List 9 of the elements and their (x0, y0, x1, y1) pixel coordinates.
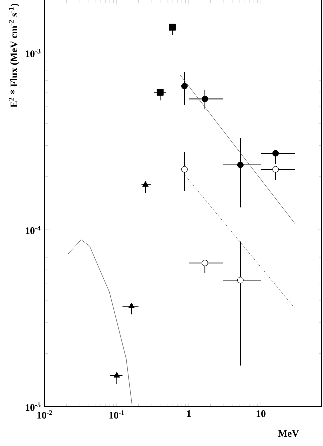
x-tick-label: 10$^{-1}$ (110, 410, 124, 419)
y-tick-label: 10$^{-3}$ (26, 49, 41, 58)
x-axis-title: MeV (278, 430, 300, 438)
y-tick-label: 10$^{-4}$ (26, 226, 41, 234)
y-axis-title: E$^{2}$ * Flux (MeV cm$^{-2}$ s$^{-1}$) (9, 4, 20, 108)
x-tick-label: 1 (187, 410, 192, 418)
x-tick-label: 10 (256, 410, 266, 418)
y-tick-label: 10$^{-5}$ (26, 402, 41, 412)
x-tick-label: 10$^{-2}$ (38, 410, 52, 419)
